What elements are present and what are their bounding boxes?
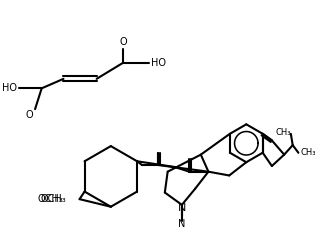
Text: OCH₃: OCH₃ [38,194,63,204]
Text: N: N [178,203,186,213]
Text: O: O [119,37,127,47]
Text: CH₃: CH₃ [275,128,291,137]
Text: N: N [178,219,186,229]
Text: OCH₃: OCH₃ [41,194,66,204]
Text: CH₃: CH₃ [300,148,315,157]
Text: HO: HO [2,83,17,93]
Text: HO: HO [151,58,166,68]
Text: O: O [26,110,33,120]
